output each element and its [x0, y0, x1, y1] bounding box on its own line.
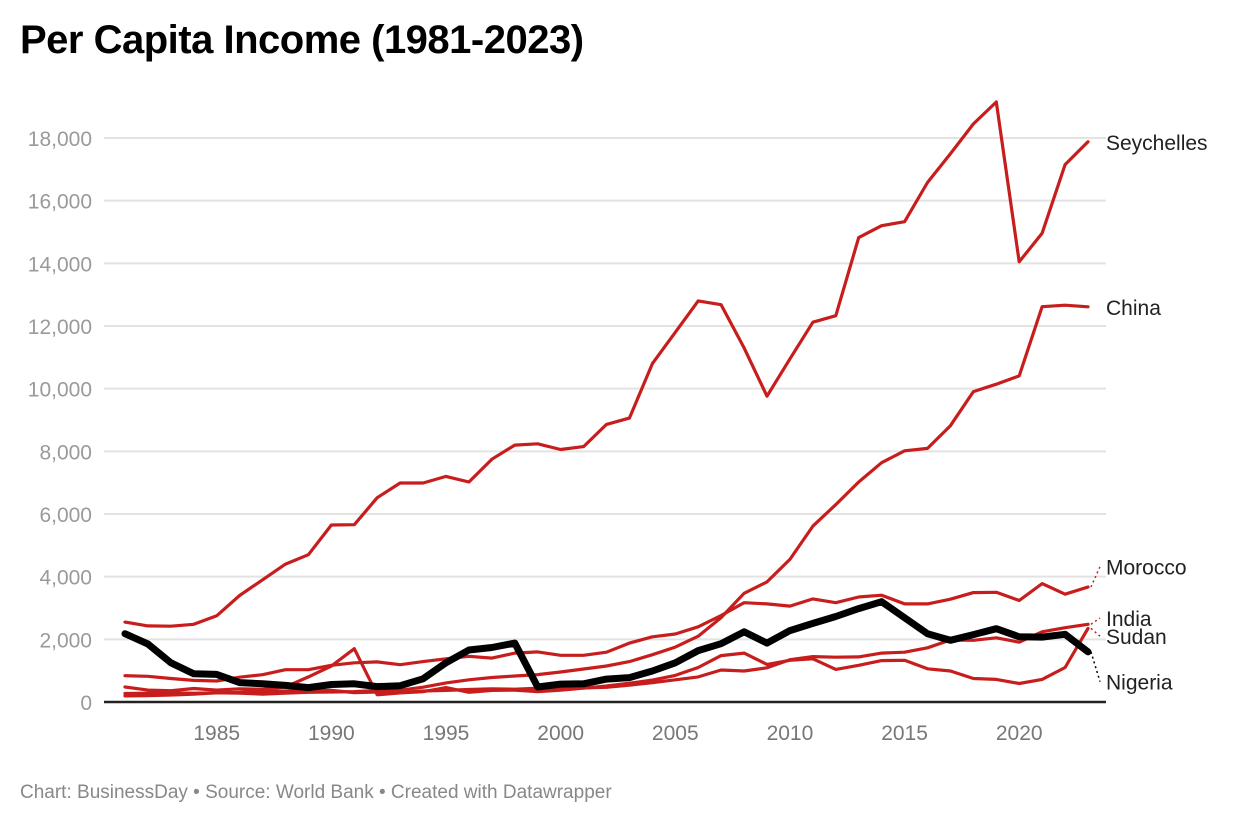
- y-tick-label: 16,000: [28, 191, 92, 214]
- series-label-nigeria: Nigeria: [1106, 672, 1173, 695]
- x-tick-label: 2020: [996, 722, 1043, 745]
- x-tick-label: 2010: [767, 722, 814, 745]
- y-axis-ticks: 0 2,000 4,000 6,000 8,000 10,000 12,000 14,000 1…: [28, 128, 92, 715]
- label-connector: [1090, 651, 1101, 682]
- y-tick-label: 10,000: [28, 379, 92, 402]
- label-connector: [1090, 617, 1101, 625]
- x-tick-label: 2000: [537, 722, 584, 745]
- series-line-nigeria: [121, 598, 1092, 692]
- y-tick-label: 6,000: [39, 504, 92, 527]
- y-tick-label: 12,000: [28, 316, 92, 339]
- label-connector: [1090, 627, 1101, 637]
- x-tick-label: 1990: [308, 722, 355, 745]
- series-label-sudan: Sudan: [1106, 626, 1167, 649]
- series-line-morocco: [123, 581, 1090, 683]
- y-tick-label: 4,000: [39, 567, 92, 590]
- label-connector: [1090, 566, 1101, 588]
- series-line-seychelles: [123, 100, 1090, 628]
- x-tick-label: 2015: [881, 722, 928, 745]
- series-lines: [121, 100, 1092, 698]
- x-axis-ticks: 1985 1990 1995 2000 2005 2010 2015 2020: [193, 722, 1042, 745]
- y-tick-label: 0: [80, 692, 92, 715]
- y-tick-label: 8,000: [39, 441, 92, 464]
- series-line-china: [123, 303, 1090, 698]
- chart-footer: Chart: BusinessDay • Source: World Bank …: [20, 782, 612, 803]
- x-tick-label: 1995: [423, 722, 470, 745]
- x-tick-label: 2005: [652, 722, 699, 745]
- y-tick-label: 14,000: [28, 253, 92, 276]
- x-tick-label: 1985: [193, 722, 240, 745]
- gridlines: [104, 137, 1106, 641]
- series-label-china: China: [1106, 297, 1161, 320]
- y-tick-label: 2,000: [39, 629, 92, 652]
- y-tick-label: 18,000: [28, 128, 92, 151]
- series-label-india: India: [1106, 608, 1152, 631]
- series-label-morocco: Morocco: [1106, 557, 1187, 580]
- chart-title: Per Capita Income (1981-2023): [20, 18, 584, 62]
- series-label-seychelles: Seychelles: [1106, 132, 1208, 155]
